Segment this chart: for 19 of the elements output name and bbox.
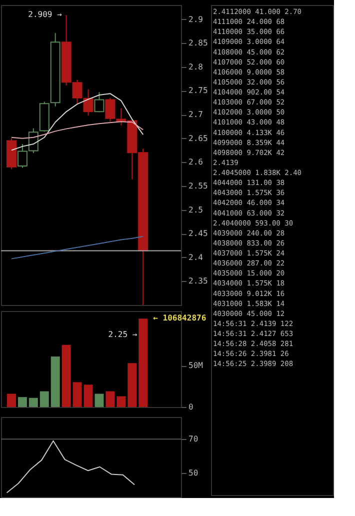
text: ← 106842876 xyxy=(153,314,206,323)
y-tick-label: 2.4 xyxy=(188,252,204,262)
y-tick-label: 50 xyxy=(188,468,198,478)
y-tick-label: 2.85 xyxy=(188,38,208,48)
annotation: 2.25 → xyxy=(108,330,138,339)
y-tick-label: 2.65 xyxy=(188,134,208,143)
y-tick-label: 2.9 xyxy=(188,14,204,24)
y-tick-label: 2.35 xyxy=(188,276,208,286)
y-tick-label: 2.55 xyxy=(188,181,208,190)
y-tick-label: 2.45 xyxy=(188,229,208,238)
y-tick-label: 0 xyxy=(188,402,194,412)
y-tick-label: 2.75 xyxy=(188,86,208,96)
y-tick-label: 2.5 xyxy=(188,205,204,214)
y-tick-label: 2.6 xyxy=(188,158,204,167)
y-tick-label: 2.8 xyxy=(188,62,204,72)
annotation: 2.909 → xyxy=(28,10,62,19)
y-tick-label: 50M xyxy=(188,361,204,370)
y-tick-label: 2.7 xyxy=(188,110,204,120)
y-tick-label: 70 xyxy=(188,434,198,444)
